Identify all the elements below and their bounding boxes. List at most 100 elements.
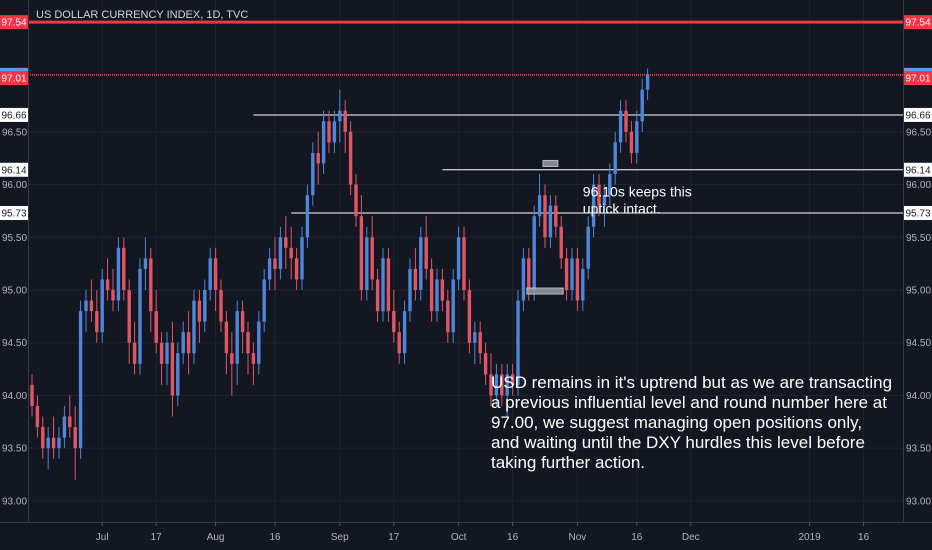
candle-body (321, 121, 326, 164)
candle-body (624, 110, 628, 132)
candle-body (365, 237, 369, 290)
left-axis-panel (0, 0, 28, 522)
highlight-boxes (526, 159, 564, 295)
x-tick-label: Dec (682, 532, 700, 543)
candle-body (392, 311, 396, 333)
candle-body (402, 311, 407, 354)
y-tick-label-left: 94.50 (2, 338, 27, 349)
candle-body (462, 237, 466, 290)
x-tick-label: Oct (451, 532, 467, 543)
price-badge-label-left: 96.14 (1, 165, 26, 176)
candle-body (224, 321, 229, 354)
annotation-line: USD remains in it's uptrend but as we ar… (491, 373, 892, 392)
candle-body (127, 290, 131, 343)
candle-body (143, 258, 148, 269)
candle-body (149, 258, 153, 312)
annotation-line: taking further action. (491, 453, 645, 472)
candle-body (100, 279, 104, 333)
candle-body (46, 437, 50, 449)
candle-body (154, 311, 158, 343)
candle-body (316, 152, 320, 164)
candle-body (575, 258, 580, 301)
candle-body (68, 416, 72, 428)
candle-body (467, 290, 472, 343)
price-badge-right (904, 15, 932, 30)
candle-body (532, 216, 536, 290)
candle-body (41, 427, 45, 449)
x-tick-label: 16 (269, 532, 281, 543)
candle-body (84, 300, 88, 312)
candle-body (635, 121, 639, 153)
candle-body (62, 416, 67, 438)
candle-body (122, 247, 126, 290)
x-tick-label: 2019 (798, 532, 821, 543)
x-tick-label: Sep (331, 532, 349, 543)
candle-body (473, 332, 477, 343)
candle-body (267, 258, 272, 280)
candle-body (105, 279, 110, 290)
candle-body (424, 237, 428, 269)
candle-body (165, 342, 169, 364)
candle-body (645, 74, 650, 90)
price-badge-label-left: 97.01 (1, 74, 26, 85)
x-tick-label: 17 (151, 532, 163, 543)
y-tick-label-left: 94.00 (2, 391, 27, 402)
candle-body (116, 247, 121, 301)
candle-body (564, 258, 569, 290)
y-tick-label-right: 93.00 (906, 496, 931, 507)
x-tick-label: Jul (96, 532, 109, 543)
candle-body (51, 437, 56, 449)
candle-body (510, 374, 515, 385)
candle-body (89, 300, 94, 312)
candle-body (386, 258, 391, 312)
x-tick-label: 16 (858, 532, 870, 543)
price-badge-right (904, 107, 932, 122)
tick-labels: 96.50 96.50 96.00 96.00 95.50 95.50 95.00 95.00… (2, 127, 931, 543)
candle-body (591, 184, 596, 227)
candle-body (246, 332, 250, 354)
candle-body (230, 353, 234, 364)
candle-body (483, 353, 488, 375)
candle-body (57, 437, 61, 449)
candle-body (527, 258, 531, 290)
chart-title: US DOLLAR CURRENCY INDEX, 1D, TVC (36, 9, 248, 21)
y-tick-label-left: 95.50 (2, 233, 27, 244)
candle-body (78, 311, 83, 449)
price-badge-label-right: 97.01 (905, 74, 930, 85)
candle-body (397, 332, 401, 354)
candle-body (30, 384, 34, 406)
candle-body (176, 353, 180, 396)
x-tick-label: 16 (631, 532, 643, 543)
candle-body (111, 290, 115, 301)
price-badge-label-right: 97.54 (905, 18, 930, 29)
candle-body (348, 131, 353, 185)
candle-body (354, 184, 358, 217)
candle-body (440, 279, 445, 301)
candle-body (381, 258, 385, 312)
candle-body (640, 89, 644, 122)
y-tick-label-right: 94.50 (906, 338, 931, 349)
candle-body (284, 237, 288, 248)
price-badge-right (904, 71, 932, 86)
price-axes (0, 0, 932, 523)
candle-body (478, 332, 482, 354)
candle-body (359, 216, 364, 290)
candle-body (132, 342, 137, 364)
candle-body (170, 342, 175, 396)
candle-body (597, 184, 601, 206)
y-tick-label-left: 95.00 (2, 286, 27, 297)
y-tick-label-right: 96.50 (906, 127, 931, 138)
price-badge-label-left: 97.54 (1, 18, 26, 29)
x-tick-label: Aug (207, 532, 225, 543)
candle-body (273, 258, 277, 269)
candle-body (213, 258, 218, 290)
candle-body (240, 311, 245, 333)
candle-body (602, 195, 607, 206)
price-badge-label-right: 95.73 (905, 209, 930, 220)
candle-body (548, 205, 553, 238)
candle-body (456, 237, 461, 280)
candle-body (300, 237, 304, 280)
candle-body (203, 290, 207, 322)
price-badge-left (0, 107, 28, 122)
